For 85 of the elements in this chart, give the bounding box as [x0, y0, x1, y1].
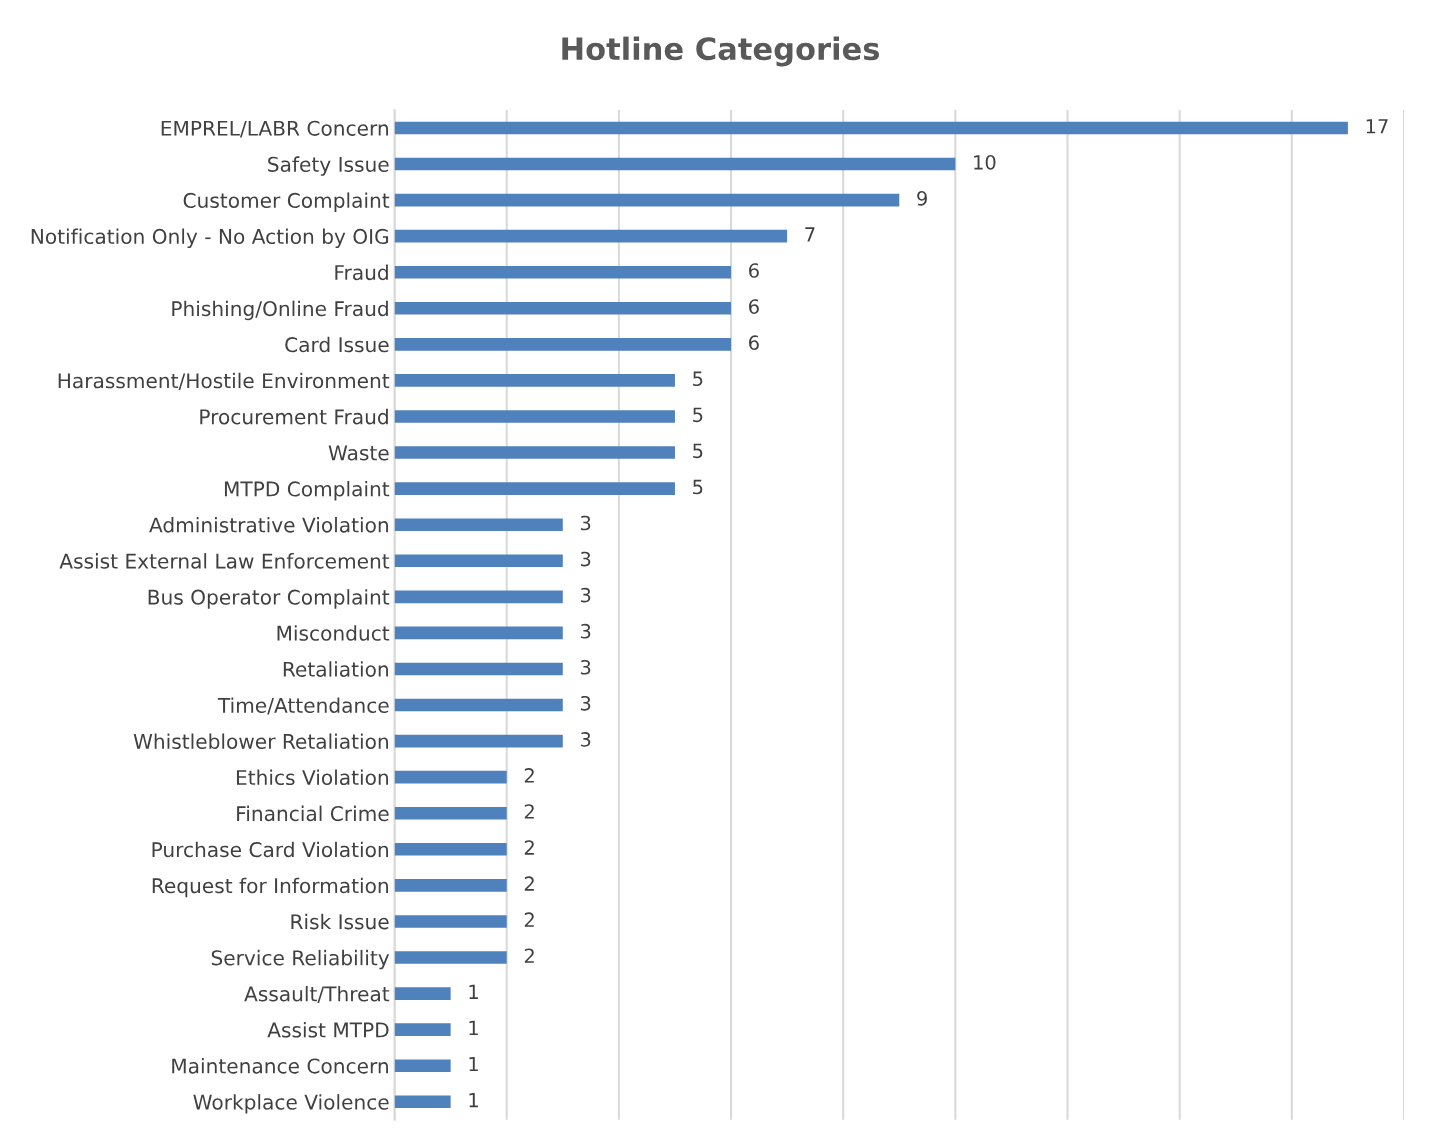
data-label: 1	[469, 1092, 478, 1108]
bar	[394, 842, 507, 856]
y-tick-label: Service Reliability	[211, 949, 390, 970]
bar	[394, 1023, 451, 1036]
bar	[394, 554, 563, 568]
data-label: 2	[524, 768, 534, 783]
bar	[394, 987, 451, 1000]
bar	[394, 482, 675, 495]
data-label: 2	[524, 804, 534, 819]
bar	[394, 157, 956, 171]
bar	[394, 951, 507, 964]
data-label: 3	[580, 732, 591, 747]
bar	[394, 446, 675, 459]
bar	[394, 915, 507, 928]
y-tick-label: Card Issue	[285, 336, 389, 353]
y-tick-label: Customer Complaint	[183, 192, 390, 212]
data-label: 5	[693, 443, 703, 459]
bar	[394, 1095, 451, 1109]
bar	[394, 374, 675, 387]
bar	[394, 301, 732, 315]
data-label: 3	[580, 623, 591, 639]
data-label: 2	[524, 840, 534, 855]
data-label: 3	[580, 587, 591, 603]
bar	[394, 806, 507, 820]
data-label: 7	[805, 227, 815, 242]
data-label: 1	[469, 984, 478, 999]
y-tick-label: Workplace Violence	[193, 1094, 389, 1114]
bar	[394, 770, 507, 784]
y-tick-label: MTPD Complaint	[224, 480, 390, 501]
y-tick-label: Phishing/Online Fraud	[172, 300, 388, 321]
y-tick-label: Procurement Fraud	[200, 408, 388, 425]
y-tick-label: Time/Attendance	[217, 697, 389, 715]
y-tick-label: Risk Issue	[291, 913, 389, 930]
data-label: 5	[693, 407, 703, 423]
y-tick-label: Financial Crime	[237, 805, 389, 822]
y-tick-label: EMPREL/LABR Concern	[161, 120, 388, 138]
bar	[394, 626, 563, 640]
bar	[394, 193, 900, 207]
y-tick-label: Harassment/Hostile Environment	[58, 372, 390, 390]
bar	[394, 734, 563, 748]
data-label: 3	[580, 515, 591, 531]
data-label: 5	[693, 479, 703, 495]
bar	[394, 698, 563, 712]
data-label: 3	[580, 551, 591, 567]
chart-title: Hotline Categories	[562, 36, 880, 67]
data-label: 3	[580, 659, 591, 675]
data-label: 6	[749, 263, 759, 278]
bar	[394, 518, 563, 532]
bar	[394, 410, 675, 423]
bar	[394, 265, 732, 279]
bar	[394, 879, 507, 892]
y-tick-label: Waste	[328, 445, 389, 461]
y-tick-label: Administrative Violation	[149, 517, 388, 533]
y-tick-label: Assault/Threat	[244, 985, 390, 1004]
data-label: 10	[974, 154, 996, 170]
data-label: 9	[917, 191, 927, 206]
y-tick-label: Fraud	[335, 264, 388, 281]
y-tick-label: Purchase Card Violation	[152, 841, 388, 858]
y-tick-label: Safety Issue	[268, 156, 389, 176]
y-tick-label: Maintenance Concern	[172, 1058, 388, 1074]
data-label: 6	[749, 299, 759, 314]
y-tick-label: Assist External Law Enforcement	[59, 553, 390, 569]
y-tick-label: Retaliation	[283, 661, 388, 677]
data-label: 5	[693, 371, 703, 387]
data-label: 6	[749, 335, 759, 350]
data-label: 1	[469, 1020, 478, 1036]
bar	[394, 590, 563, 604]
bar	[394, 662, 563, 676]
data-label: 2	[524, 876, 534, 891]
bar	[394, 1059, 451, 1073]
y-tick-label: Whistleblower Retaliation	[133, 733, 388, 750]
y-tick-label: Notification Only - No Action by OIG	[31, 228, 389, 248]
bar	[394, 229, 788, 243]
y-tick-label: Misconduct	[277, 625, 390, 641]
bar	[394, 338, 732, 351]
data-label: 2	[524, 912, 534, 927]
y-tick-label: Ethics Violation	[236, 769, 388, 786]
data-label: 3	[580, 695, 591, 711]
data-label: 1	[469, 1056, 478, 1072]
y-tick-label: Bus Operator Complaint	[148, 589, 390, 609]
data-label: 2	[524, 948, 534, 963]
data-label: 17	[1366, 119, 1388, 134]
bar	[394, 121, 1348, 135]
y-tick-label: Request for Information	[152, 877, 388, 898]
y-tick-label: Assist MTPD	[267, 1021, 389, 1038]
